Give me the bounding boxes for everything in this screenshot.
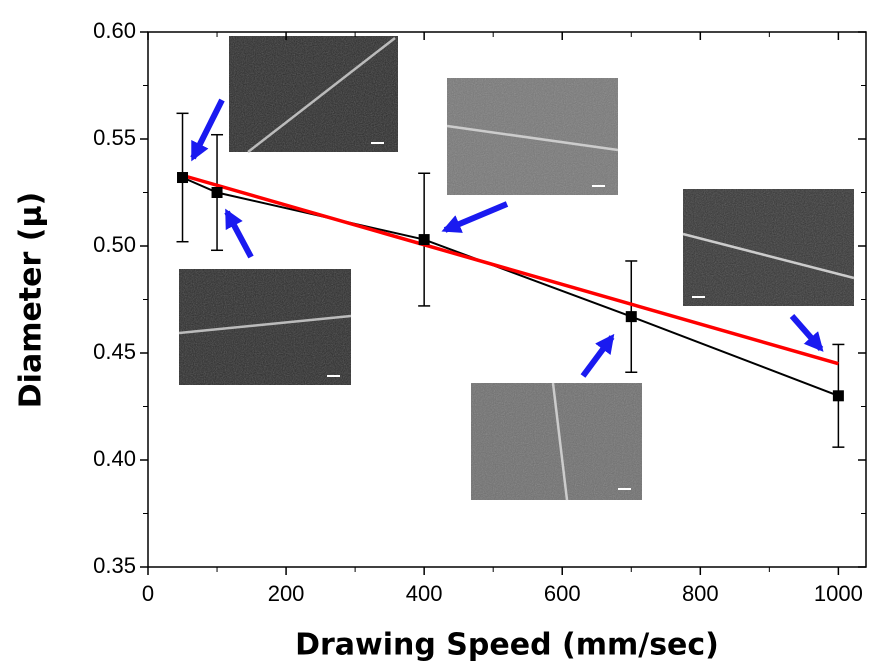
y-tick-label: 0.55 [93, 125, 136, 150]
data-point [177, 172, 189, 184]
x-tick-label: 200 [268, 581, 305, 606]
x-tick-label: 1000 [814, 581, 863, 606]
plot-area [176, 112, 845, 448]
y-tick-label: 0.40 [93, 446, 136, 471]
inset-image [682, 189, 855, 306]
arrows [190, 98, 824, 378]
data-point [418, 234, 430, 246]
x-tick-label: 400 [406, 581, 443, 606]
y-tick-label: 0.50 [93, 232, 136, 257]
x-tick-label: 600 [544, 581, 581, 606]
inset-image [229, 36, 398, 153]
insets [178, 36, 855, 501]
y-tick-label: 0.35 [93, 553, 136, 578]
inset-image [178, 269, 352, 385]
data-point [625, 311, 637, 323]
x-tick-label: 0 [142, 581, 154, 606]
y-tick-label: 0.45 [93, 339, 136, 364]
y-axis-label: Diameter (μ) [14, 192, 49, 408]
inset-image [471, 382, 642, 501]
data-point [211, 187, 223, 198]
x-axis-label: Drawing Speed (mm/sec) [295, 628, 719, 663]
fit-line [182, 173, 839, 366]
x-tick-label: 800 [682, 581, 719, 606]
data-point [832, 390, 844, 402]
y-tick-label: 0.60 [93, 18, 136, 43]
inset-image [446, 78, 619, 195]
